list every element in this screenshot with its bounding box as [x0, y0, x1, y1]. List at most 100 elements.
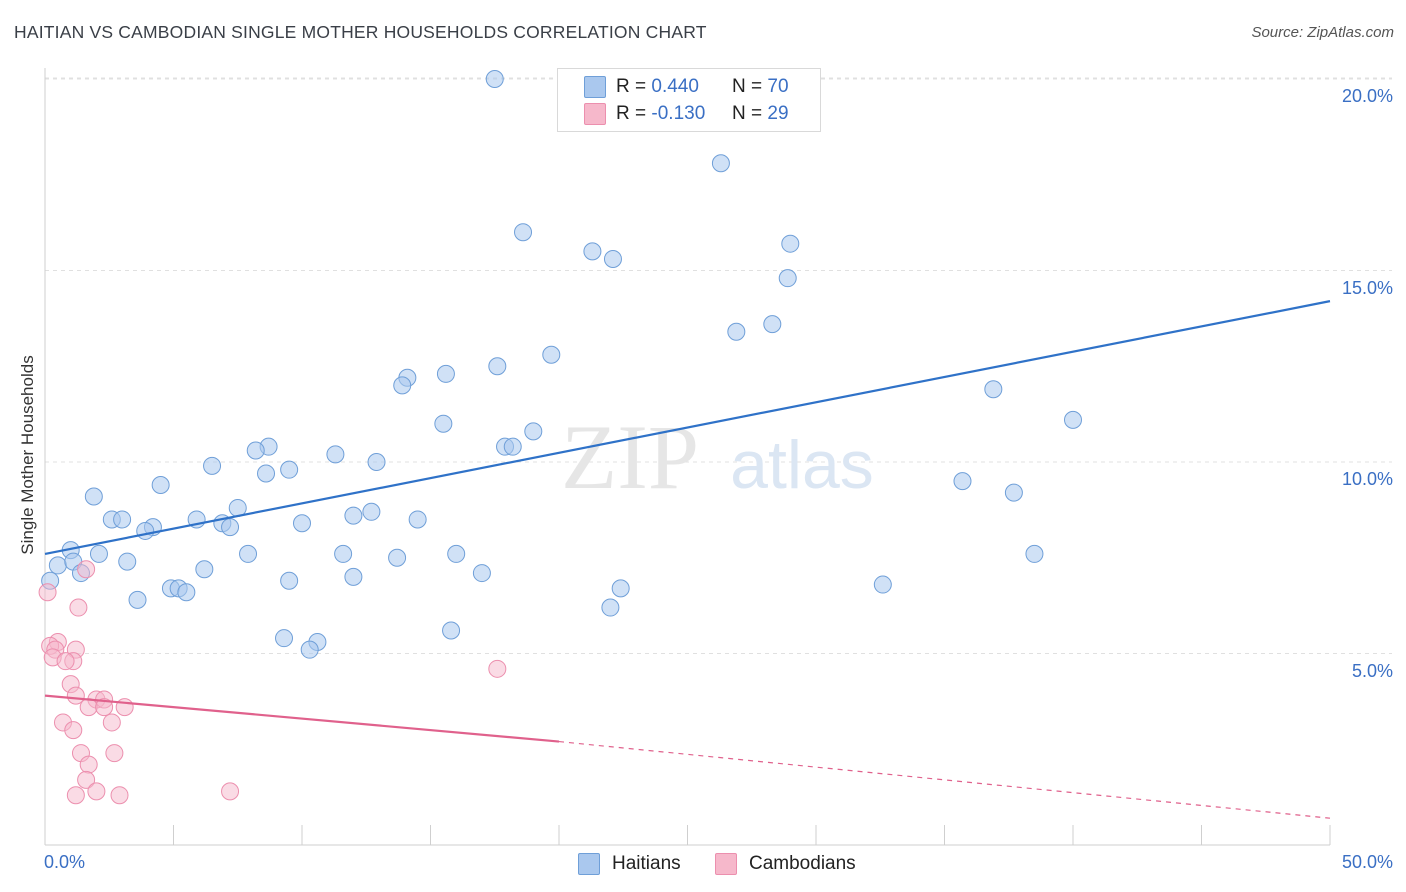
- y-tick-label: 15.0%: [1341, 277, 1393, 298]
- haitians-point: [388, 548, 407, 567]
- haitians-point: [583, 242, 602, 261]
- y-tick-label: 20.0%: [1341, 86, 1393, 106]
- watermark: ZIP atlas: [561, 406, 874, 508]
- haitians-point: [275, 629, 294, 648]
- haitians-point: [151, 475, 170, 494]
- haitians-point: [246, 441, 265, 460]
- haitians-point: [257, 464, 276, 483]
- haitians-point: [84, 487, 103, 506]
- cambodians-point: [77, 560, 96, 579]
- bottom-legend-swatch-haitians: [578, 853, 600, 875]
- haitians-point: [408, 510, 427, 529]
- cambodians-point: [56, 652, 75, 671]
- haitians-point: [334, 544, 353, 563]
- haitians-point: [436, 364, 455, 383]
- haitians-point: [434, 414, 453, 433]
- cambodians-point: [488, 659, 507, 678]
- source-label: Source: ZipAtlas.com: [1251, 24, 1394, 41]
- haitians-point: [367, 453, 386, 471]
- haitians-point: [118, 552, 137, 571]
- haitians-point: [488, 357, 507, 376]
- haitians-point: [514, 223, 533, 242]
- haitians-point: [393, 376, 412, 395]
- legend-r-value-cambodians: -0.130: [651, 103, 706, 124]
- x-tick-label-max: 50.0%: [1341, 852, 1393, 872]
- cambodians-point: [102, 713, 121, 732]
- haitians-point: [344, 567, 363, 586]
- haitians-point: [1025, 544, 1044, 563]
- haitians-point: [89, 544, 108, 563]
- cambodians-point: [87, 782, 106, 801]
- cambodians-point: [77, 770, 96, 789]
- bottom-legend-label-haitians: Haitians: [612, 853, 681, 874]
- haitians-point: [503, 437, 522, 456]
- haitians-point: [611, 579, 630, 598]
- cambodians-point: [221, 782, 240, 801]
- cambodians-point: [66, 686, 85, 705]
- haitians-point: [727, 322, 746, 341]
- haitians-point: [48, 556, 67, 575]
- haitians-point: [1004, 483, 1023, 502]
- haitians-point: [293, 514, 311, 533]
- haitians-trend-line: [44, 300, 1331, 555]
- legend-n-value-cambodians: 29: [767, 103, 789, 124]
- haitians-point: [524, 422, 543, 441]
- haitians-point: [447, 544, 466, 563]
- cambodians-point: [69, 598, 88, 617]
- cambodians-point: [38, 583, 57, 602]
- haitians-point: [195, 560, 214, 579]
- legend-n-label: N =: [732, 103, 763, 124]
- haitians-point: [326, 445, 345, 464]
- cambodians-point: [79, 755, 98, 774]
- haitians-point: [344, 506, 363, 525]
- haitians-point: [136, 521, 155, 540]
- axes: [44, 68, 1331, 846]
- data-points: [38, 70, 1082, 805]
- haitians-point: [239, 544, 258, 563]
- haitians-point: [542, 345, 561, 364]
- bottom-legend-swatch-cambodians: [715, 853, 737, 875]
- y-tick-label: 5.0%: [1351, 660, 1393, 681]
- haitians-point: [603, 250, 622, 269]
- bottom-legend-label-cambodians: Cambodians: [749, 853, 856, 874]
- watermark-atlas: atlas: [730, 427, 874, 503]
- cambodians-point: [64, 721, 83, 740]
- haitians-point: [1064, 410, 1082, 429]
- haitians-point: [280, 571, 299, 590]
- legend-n-value-haitians: 70: [767, 76, 789, 97]
- legend-r-value-haitians: 0.440: [651, 76, 699, 97]
- cambodians-point: [105, 744, 124, 763]
- haitians-point: [953, 472, 972, 491]
- cambodians-trend-line: [44, 694, 560, 743]
- trend-lines: [44, 300, 1331, 819]
- haitians-point: [485, 70, 504, 88]
- legend-swatch-cambodians: [584, 103, 606, 125]
- legend-swatch-haitians: [584, 76, 606, 98]
- x-tick-label-min: 0.0%: [44, 852, 86, 872]
- legend-r-label: R =: [616, 103, 647, 124]
- haitians-point: [280, 460, 299, 479]
- haitians-point: [601, 598, 620, 617]
- haitians-point: [984, 380, 1003, 399]
- haitians-point: [203, 456, 222, 475]
- cambodians-point: [110, 786, 129, 805]
- bottom-legend-haitians: Haitians: [578, 851, 681, 877]
- correlation-legend: R = 0.440 N = 70 R = -0.130 N = 29: [557, 68, 821, 132]
- haitians-point: [128, 590, 147, 609]
- y-tick-label: 10.0%: [1341, 469, 1393, 489]
- haitians-point: [778, 269, 797, 288]
- bottom-legend-cambodians: Cambodians: [715, 851, 856, 877]
- haitians-point: [362, 502, 381, 521]
- haitians-point: [711, 154, 730, 173]
- y-axis-label: Single Mother Households: [18, 355, 37, 555]
- chart-title: HAITIAN VS CAMBODIAN SINGLE MOTHER HOUSE…: [14, 22, 707, 42]
- cambodians-point: [66, 786, 85, 805]
- cambodians-point: [95, 698, 114, 717]
- haitians-point: [442, 621, 461, 640]
- haitians-point: [763, 315, 782, 334]
- cambodians-trend-line-extension: [558, 740, 1331, 819]
- haitians-point: [221, 518, 240, 537]
- haitians-point: [177, 583, 196, 602]
- haitians-point: [873, 575, 892, 594]
